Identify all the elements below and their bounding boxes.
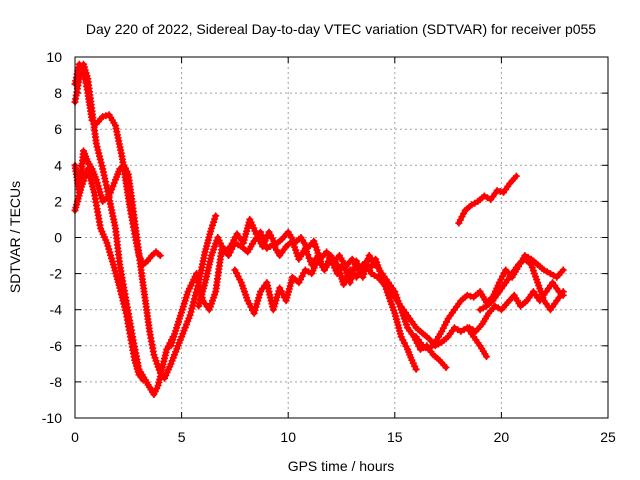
x-tick-label: 15 — [387, 429, 403, 445]
x-tick-label: 10 — [280, 429, 296, 445]
series-track-6 — [231, 252, 420, 373]
series-markers — [195, 215, 490, 361]
y-tick-label: 8 — [54, 85, 62, 101]
series-track-11 — [455, 172, 520, 227]
y-tick-label: 4 — [54, 157, 62, 173]
x-tick-label: 20 — [494, 429, 510, 445]
series-track-7 — [195, 215, 490, 361]
y-tick-label: 0 — [54, 230, 62, 246]
x-axis-label: GPS time / hours — [288, 458, 395, 474]
y-tick-label: 2 — [54, 193, 62, 209]
y-tick-label: -10 — [42, 410, 62, 426]
y-tick-label: -2 — [50, 266, 63, 282]
series-markers — [476, 255, 567, 314]
plot-frame — [74, 56, 609, 419]
y-tick-label: -8 — [50, 374, 63, 390]
x-tick-label: 0 — [71, 429, 79, 445]
chart-title: Day 220 of 2022, Sidereal Day-to-day VTE… — [86, 21, 596, 37]
series-layer — [71, 60, 567, 398]
series-line — [477, 256, 566, 313]
series-track-3 — [71, 147, 220, 382]
x-tick-label: 5 — [178, 429, 186, 445]
y-tick-label: 6 — [54, 121, 62, 137]
y-tick-label: -4 — [50, 302, 63, 318]
series-markers — [455, 172, 520, 227]
tick-labels: 0 5 10 15 20 25 -10 -8 -6 -4 -2 0 2 4 6 8 10 — [42, 49, 616, 445]
x-tick-label: 25 — [600, 429, 616, 445]
y-tick-label: -6 — [50, 338, 63, 354]
series-track-10 — [476, 255, 567, 314]
y-tick-label: 10 — [46, 49, 62, 65]
series-markers — [231, 252, 420, 373]
y-axis-label: SDTVAR / TECUs — [7, 181, 23, 293]
series-line — [232, 253, 419, 372]
